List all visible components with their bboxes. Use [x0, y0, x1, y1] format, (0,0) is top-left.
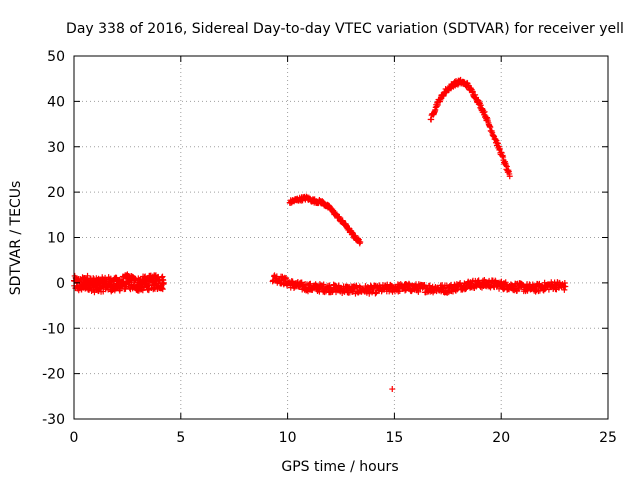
x-tick-label: 20	[492, 430, 510, 446]
y-tick-label: 0	[56, 276, 65, 292]
data-point	[160, 279, 167, 286]
x-tick-label: 10	[279, 430, 297, 446]
data-point	[145, 285, 152, 292]
data-point	[389, 386, 396, 393]
y-tick-label: 20	[47, 185, 65, 201]
x-tick-label: 5	[176, 430, 185, 446]
data-point	[562, 283, 569, 290]
data-point	[357, 239, 364, 246]
data-point	[159, 285, 166, 292]
data-point	[481, 108, 488, 115]
data-point	[320, 281, 327, 288]
chart-title: Day 338 of 2016, Sidereal Day-to-day VTE…	[66, 21, 624, 37]
data-point	[506, 173, 513, 180]
data-point	[421, 282, 428, 289]
y-tick-label: 30	[47, 140, 65, 156]
y-tick-label: -30	[42, 412, 65, 428]
series-outlier	[389, 386, 396, 393]
data-point	[561, 286, 568, 293]
axis-ticks: 0 5 10 15 20 25 -30 -20 -10 0 10 20 30 40 50	[42, 49, 617, 446]
x-tick-label: 0	[70, 430, 79, 446]
x-tick-label: 25	[599, 430, 617, 446]
data-points	[71, 76, 569, 393]
data-point	[415, 288, 422, 295]
series-arc-10h	[286, 193, 364, 247]
y-tick-label: -20	[42, 367, 65, 383]
y-tick-label: 50	[47, 49, 65, 65]
data-point	[283, 275, 290, 282]
gridlines	[74, 56, 608, 419]
y-tick-label: 10	[47, 231, 65, 247]
data-point	[402, 287, 409, 294]
data-point	[84, 272, 91, 279]
y-tick-label: 40	[47, 94, 65, 110]
data-point	[159, 286, 166, 293]
data-point	[426, 282, 433, 289]
x-tick-label: 15	[385, 430, 403, 446]
x-axis-label: GPS time / hours	[281, 459, 398, 475]
data-point	[372, 290, 379, 297]
series-band-day	[269, 272, 569, 297]
y-tick-label: -10	[42, 321, 65, 337]
series-band-early	[71, 271, 167, 296]
y-axis-label: SDTVAR / TECUs	[8, 181, 24, 296]
series-arc-17h	[427, 76, 513, 180]
